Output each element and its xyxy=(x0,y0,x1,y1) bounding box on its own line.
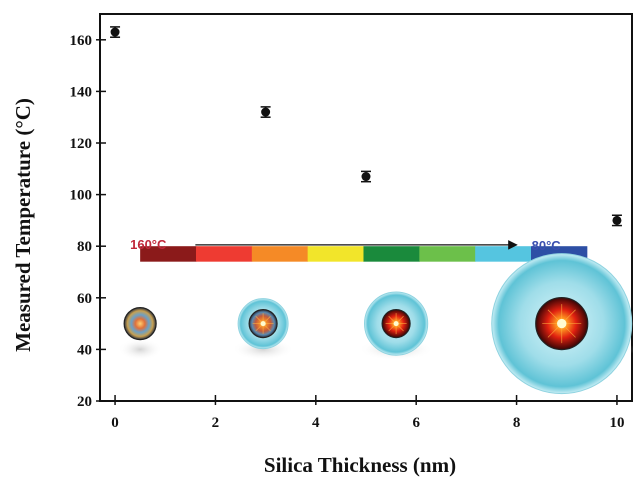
colorbar-segment xyxy=(140,246,197,262)
y-tick-label: 20 xyxy=(77,394,92,410)
start-temp-label: 160°C xyxy=(130,237,167,252)
end-temp-label: 80°C xyxy=(532,238,562,253)
core-center xyxy=(393,321,399,327)
particle-shadow xyxy=(118,338,163,361)
y-tick-label: 60 xyxy=(77,291,92,307)
data-point xyxy=(110,27,120,37)
colorbar-segment xyxy=(251,246,309,262)
data-point xyxy=(612,215,622,225)
y-axis-title: Measured Temperature (°C) xyxy=(11,98,35,352)
x-tick-label: 4 xyxy=(312,415,320,431)
x-tick-label: 8 xyxy=(513,415,521,431)
colorbar-segment xyxy=(363,246,420,262)
core-center xyxy=(557,318,567,329)
plot-frame xyxy=(99,13,633,402)
y-tick-label: 160 xyxy=(70,33,93,49)
data-point xyxy=(261,107,271,117)
plot-area: 160°C 80°C xyxy=(99,13,633,402)
x-tick-label: 0 xyxy=(111,415,119,431)
x-axis-title: Silica Thickness (nm) xyxy=(264,453,456,477)
colorbar-segment xyxy=(307,246,364,262)
y-tick-label: 120 xyxy=(70,136,93,152)
x-axis: 0 2 4 6 8 10 xyxy=(111,395,624,431)
data-point xyxy=(361,172,371,182)
x-tick-label: 6 xyxy=(412,415,420,431)
y-tick-label: 80 xyxy=(77,239,92,255)
y-tick-label: 40 xyxy=(77,342,92,358)
y-axis: 20 40 60 80 100 120 140 160 xyxy=(70,33,106,410)
x-tick-label: 2 xyxy=(212,415,220,431)
core-center xyxy=(260,321,266,327)
y-tick-label: 140 xyxy=(70,84,93,100)
colorbar-segment xyxy=(195,246,253,262)
colorbar-segment xyxy=(475,246,532,262)
colorbar-segment xyxy=(419,246,476,262)
y-tick-label: 100 xyxy=(70,188,93,204)
nanoparticle-core xyxy=(123,307,157,341)
particle-shadow xyxy=(232,338,295,361)
x-tick-label: 10 xyxy=(609,415,624,431)
